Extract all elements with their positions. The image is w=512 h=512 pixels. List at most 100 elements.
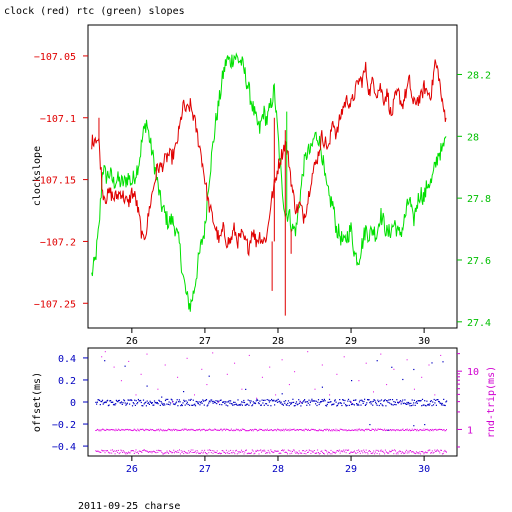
rtrip-point — [271, 451, 273, 453]
rtrip-point — [318, 428, 320, 430]
rtrip-point — [230, 449, 232, 451]
rtrip-point — [105, 429, 107, 431]
rtrip-outlier — [380, 353, 382, 355]
offset-point — [402, 402, 404, 405]
offset-point — [364, 404, 366, 406]
rtrip-point — [97, 450, 99, 452]
offset-point — [339, 399, 341, 401]
rtrip-point — [230, 452, 232, 454]
rtrip-point — [117, 428, 119, 430]
rtrip-point — [210, 429, 211, 431]
offset-point — [326, 405, 328, 407]
rtrip-point — [436, 429, 437, 431]
rtrip-point — [158, 449, 160, 451]
rtrip-point — [365, 428, 367, 430]
rtrip-point — [262, 429, 264, 431]
rtrip-point — [134, 429, 136, 431]
rtrip-point — [151, 452, 153, 454]
offset-point — [364, 398, 366, 400]
offset-point — [175, 402, 177, 404]
offset-point — [95, 401, 97, 403]
rtrip-point — [363, 430, 365, 432]
offset-point — [174, 403, 176, 406]
rtrip-point — [284, 429, 286, 431]
rtrip-point — [237, 428, 239, 430]
rtrip-point — [417, 452, 419, 453]
offset-point — [238, 404, 240, 406]
offset-point — [112, 401, 114, 403]
rtrip-point — [140, 451, 142, 452]
offset-point — [283, 400, 285, 403]
rtrip-point — [407, 450, 409, 452]
offset-point — [167, 398, 169, 400]
rtrip-point — [259, 428, 261, 430]
rtrip-point — [156, 428, 158, 430]
rtrip-point — [310, 452, 312, 454]
rtrip-point — [252, 430, 254, 432]
rtrip-point — [301, 452, 303, 454]
rtrip-point — [331, 453, 333, 455]
rtrip-point — [277, 450, 279, 452]
bottom-x-axis: 26 27 28 29 30 — [126, 456, 430, 475]
rtrip-point — [214, 451, 216, 453]
rtrip-point — [210, 449, 211, 451]
offset-point — [185, 400, 187, 402]
offset-point — [211, 399, 213, 401]
rtrip-outlier — [329, 394, 331, 396]
rtrip-point — [196, 429, 198, 431]
rtrip-point — [105, 450, 107, 452]
offset-point — [154, 402, 156, 404]
offset-point — [373, 399, 375, 401]
rtrip-point — [206, 453, 208, 455]
rtrip-point — [251, 452, 252, 454]
offset-point — [192, 404, 194, 406]
rtrip-point — [405, 429, 406, 431]
top-x-tick-label: 29 — [345, 336, 357, 347]
rtrip-point — [380, 449, 382, 451]
offset-point — [369, 401, 372, 403]
offset-point — [375, 401, 377, 403]
rtrip-point — [281, 429, 283, 431]
offset-point — [107, 399, 109, 401]
rtrip-point — [287, 429, 289, 431]
offset-point — [377, 399, 379, 401]
offset-point — [123, 400, 126, 402]
rtrip-point — [439, 452, 441, 454]
rtrip-point — [233, 452, 235, 453]
rtrip-point — [255, 428, 257, 430]
rtrip-point — [193, 429, 195, 431]
top-right-tick-label: 27.6 — [467, 256, 491, 267]
rtrip-point — [333, 451, 335, 453]
offset-point — [104, 401, 106, 403]
rtrip-point — [174, 428, 176, 430]
offset-point — [284, 402, 286, 404]
rtrip-point — [425, 429, 427, 431]
rtrip-point — [352, 429, 354, 431]
rtrip-point — [107, 429, 108, 431]
offset-point — [168, 401, 170, 403]
rtrip-point — [442, 429, 444, 431]
offset-point — [356, 404, 358, 406]
offset-outlier — [431, 362, 433, 364]
rtrip-point — [318, 452, 319, 454]
rtrip-point — [226, 451, 228, 453]
rtrip-point — [327, 428, 329, 430]
rtrip-point — [334, 452, 336, 454]
rtrip-point — [291, 429, 293, 431]
rtrip-point — [224, 428, 226, 430]
bottom-x-tick-label: 30 — [418, 464, 430, 475]
rtrip-point — [324, 428, 326, 430]
rtrip-point — [431, 452, 432, 454]
rtrip-outlier — [157, 388, 159, 390]
rtrip-point — [182, 450, 184, 452]
offset-point — [423, 404, 425, 406]
rtrip-point — [235, 429, 237, 431]
rtrip-point — [137, 428, 139, 430]
rtrip-point — [379, 429, 381, 430]
offset-point — [271, 398, 273, 401]
bottom-right-axis: 10 1 — [457, 353, 479, 448]
rtrip-point — [139, 450, 141, 452]
rtrip-point — [343, 449, 345, 451]
rtrip-point — [149, 428, 151, 430]
offset-point — [306, 401, 309, 403]
